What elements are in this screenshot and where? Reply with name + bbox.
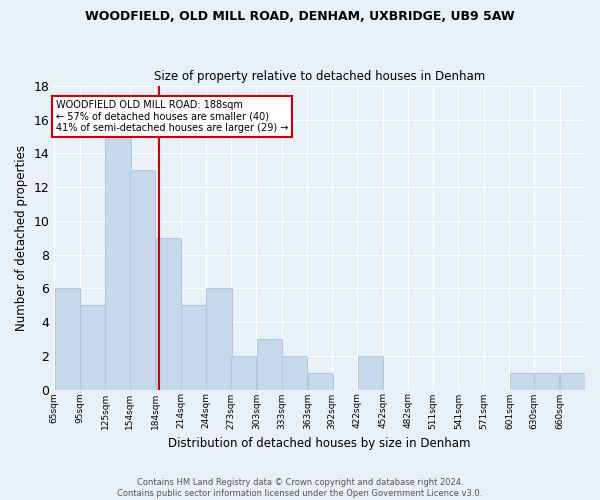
- Bar: [358, 356, 383, 390]
- X-axis label: Distribution of detached houses by size in Denham: Distribution of detached houses by size …: [169, 437, 471, 450]
- Bar: [130, 170, 155, 390]
- Bar: [55, 288, 80, 390]
- Bar: [80, 305, 105, 390]
- Bar: [509, 372, 535, 390]
- Text: Contains HM Land Registry data © Crown copyright and database right 2024.
Contai: Contains HM Land Registry data © Crown c…: [118, 478, 482, 498]
- Bar: [282, 356, 307, 390]
- Bar: [560, 372, 585, 390]
- Title: Size of property relative to detached houses in Denham: Size of property relative to detached ho…: [154, 70, 485, 84]
- Bar: [206, 288, 232, 390]
- Bar: [308, 372, 332, 390]
- Text: WOODFIELD OLD MILL ROAD: 188sqm
← 57% of detached houses are smaller (40)
41% of: WOODFIELD OLD MILL ROAD: 188sqm ← 57% of…: [56, 100, 289, 132]
- Y-axis label: Number of detached properties: Number of detached properties: [15, 145, 28, 331]
- Bar: [181, 305, 206, 390]
- Text: WOODFIELD, OLD MILL ROAD, DENHAM, UXBRIDGE, UB9 5AW: WOODFIELD, OLD MILL ROAD, DENHAM, UXBRID…: [85, 10, 515, 23]
- Bar: [231, 356, 256, 390]
- Bar: [257, 339, 281, 390]
- Bar: [106, 136, 131, 390]
- Bar: [155, 238, 181, 390]
- Bar: [534, 372, 559, 390]
